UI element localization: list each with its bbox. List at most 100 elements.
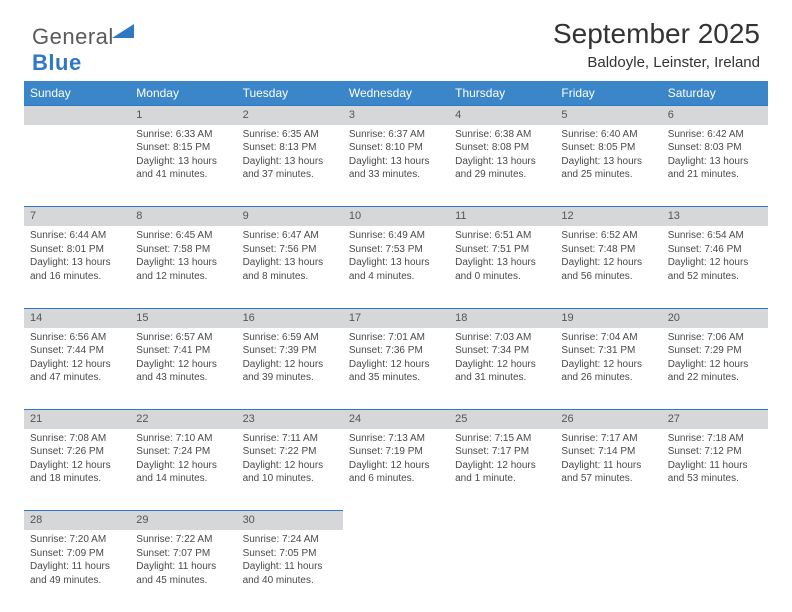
day-cell-line: and 21 minutes. [668,168,762,182]
day-number: 25 [449,410,555,429]
day-cell-line: Daylight: 13 hours [30,256,124,270]
day-number: 7 [24,207,130,226]
day-cell-line: Sunset: 7:51 PM [455,243,549,257]
day-cell-line: Daylight: 13 hours [349,256,443,270]
day-number: 8 [130,207,236,226]
day-cell-line: Sunset: 7:05 PM [243,547,337,561]
day-cell-line: and 57 minutes. [561,472,655,486]
day-number: 18 [449,308,555,327]
day-cell-line: and 29 minutes. [455,168,549,182]
day-cell-line: Sunrise: 7:01 AM [349,331,443,345]
day-cell-line: Daylight: 12 hours [136,459,230,473]
day-cell-line: and 33 minutes. [349,168,443,182]
day-cell-line: and 18 minutes. [30,472,124,486]
day-cell-line: Sunrise: 7:24 AM [243,533,337,547]
day-cell: Sunrise: 7:08 AMSunset: 7:26 PMDaylight:… [24,429,130,511]
day-cell-line: and 37 minutes. [243,168,337,182]
day-cell-line: Sunset: 7:07 PM [136,547,230,561]
day-number: 30 [237,511,343,530]
day-number: 20 [662,308,768,327]
day-cell-line: Sunset: 7:56 PM [243,243,337,257]
day-cell-line: Sunset: 7:26 PM [30,445,124,459]
day-cell-line: Daylight: 12 hours [243,459,337,473]
week-content-row: Sunrise: 7:20 AMSunset: 7:09 PM Daylight:… [24,530,768,612]
day-cell-line: Daylight: 12 hours [455,459,549,473]
day-cell-line: and 8 minutes. [243,270,337,284]
day-header: Tuesday [237,81,343,106]
day-cell-line: Sunset: 8:15 PM [136,141,230,155]
day-cell-line: Daylight: 13 hours [243,155,337,169]
brand-part1: General [32,24,114,49]
day-cell-line: Sunrise: 6:49 AM [349,229,443,243]
day-cell: Sunrise: 6:54 AMSunset: 7:46 PMDaylight:… [662,226,768,308]
day-cell-line: Sunset: 7:24 PM [136,445,230,459]
day-cell-line: Daylight: 12 hours [243,358,337,372]
day-cell-line: Sunrise: 7:06 AM [668,331,762,345]
day-number: 23 [237,410,343,429]
day-cell: Sunrise: 6:38 AMSunset: 8:08 PMDaylight:… [449,125,555,207]
page-header: September 2025 Baldoyle, Leinster, Irela… [24,18,768,71]
day-cell-line: Daylight: 13 hours [455,155,549,169]
day-number: 17 [343,308,449,327]
day-cell-line: Daylight: 11 hours [561,459,655,473]
day-cell: Sunrise: 6:44 AMSunset: 8:01 PMDaylight:… [24,226,130,308]
day-cell-line: and 10 minutes. [243,472,337,486]
day-cell: Sunrise: 6:49 AMSunset: 7:53 PMDaylight:… [343,226,449,308]
day-cell: Sunrise: 6:47 AMSunset: 7:56 PMDaylight:… [237,226,343,308]
day-number: 2 [237,106,343,125]
day-cell-line: and 31 minutes. [455,371,549,385]
day-cell: Sunrise: 6:37 AMSunset: 8:10 PMDaylight:… [343,125,449,207]
day-cell [24,125,130,207]
day-cell-line: Daylight: 12 hours [561,358,655,372]
day-cell-line: Daylight: 12 hours [30,459,124,473]
calendar-table: Sunday Monday Tuesday Wednesday Thursday… [24,81,768,612]
day-cell-line: Daylight: 11 hours [668,459,762,473]
day-cell-line: Daylight: 11 hours [136,560,230,574]
day-number: 11 [449,207,555,226]
day-number: 13 [662,207,768,226]
day-number: 4 [449,106,555,125]
day-cell-line: Sunset: 7:29 PM [668,344,762,358]
day-cell [449,530,555,612]
day-number: 15 [130,308,236,327]
day-cell: Sunrise: 7:22 AMSunset: 7:07 PMDaylight:… [130,530,236,612]
day-cell-line: Sunset: 8:10 PM [349,141,443,155]
day-cell-line: and 41 minutes. [136,168,230,182]
day-cell-line: Sunrise: 7:22 AM [136,533,230,547]
day-cell-line: and 22 minutes. [668,371,762,385]
day-cell-line: Daylight: 12 hours [349,358,443,372]
day-header: Friday [555,81,661,106]
day-cell-line: Sunrise: 6:51 AM [455,229,549,243]
day-cell: Sunrise: 6:51 AMSunset: 7:51 PMDaylight:… [449,226,555,308]
day-cell: Sunrise: 7:03 AMSunset: 7:34 PMDaylight:… [449,328,555,410]
day-cell-line: Sunset: 7:09 PM [30,547,124,561]
day-cell: Sunrise: 7:06 AMSunset: 7:29 PMDaylight:… [662,328,768,410]
day-cell-line: Sunrise: 6:35 AM [243,128,337,142]
week-content-row: Sunrise: 6:44 AMSunset: 8:01 PMDaylight:… [24,226,768,308]
day-cell-line: Sunrise: 7:04 AM [561,331,655,345]
day-cell-line: Sunrise: 6:40 AM [561,128,655,142]
day-cell-line: Sunset: 8:03 PM [668,141,762,155]
day-number: 14 [24,308,130,327]
day-cell-line: Sunrise: 6:45 AM [136,229,230,243]
day-cell-line: and 49 minutes. [30,574,124,588]
day-cell-line: Daylight: 11 hours [243,560,337,574]
day-number: 27 [662,410,768,429]
day-number: 29 [130,511,236,530]
day-cell-line: Daylight: 12 hours [455,358,549,372]
week-content-row: Sunrise: 6:33 AMSunset: 8:15 PMDaylight:… [24,125,768,207]
week-content-row: Sunrise: 7:08 AMSunset: 7:26 PMDaylight:… [24,429,768,511]
day-cell-line: Daylight: 13 hours [136,256,230,270]
day-cell-line: Daylight: 13 hours [349,155,443,169]
day-cell-line: and 25 minutes. [561,168,655,182]
day-cell: Sunrise: 7:18 AMSunset: 7:12 PMDaylight:… [662,429,768,511]
day-cell: Sunrise: 7:11 AMSunset: 7:22 PMDaylight:… [237,429,343,511]
week-daynum-row: 78910111213 [24,207,768,226]
day-cell-line: Sunset: 7:12 PM [668,445,762,459]
day-cell: Sunrise: 7:15 AMSunset: 7:17 PMDaylight:… [449,429,555,511]
day-header-row: Sunday Monday Tuesday Wednesday Thursday… [24,81,768,106]
day-number: 9 [237,207,343,226]
day-cell: Sunrise: 7:04 AMSunset: 7:31 PMDaylight:… [555,328,661,410]
day-cell-line: Sunrise: 7:20 AM [30,533,124,547]
day-cell-line: Sunrise: 7:13 AM [349,432,443,446]
